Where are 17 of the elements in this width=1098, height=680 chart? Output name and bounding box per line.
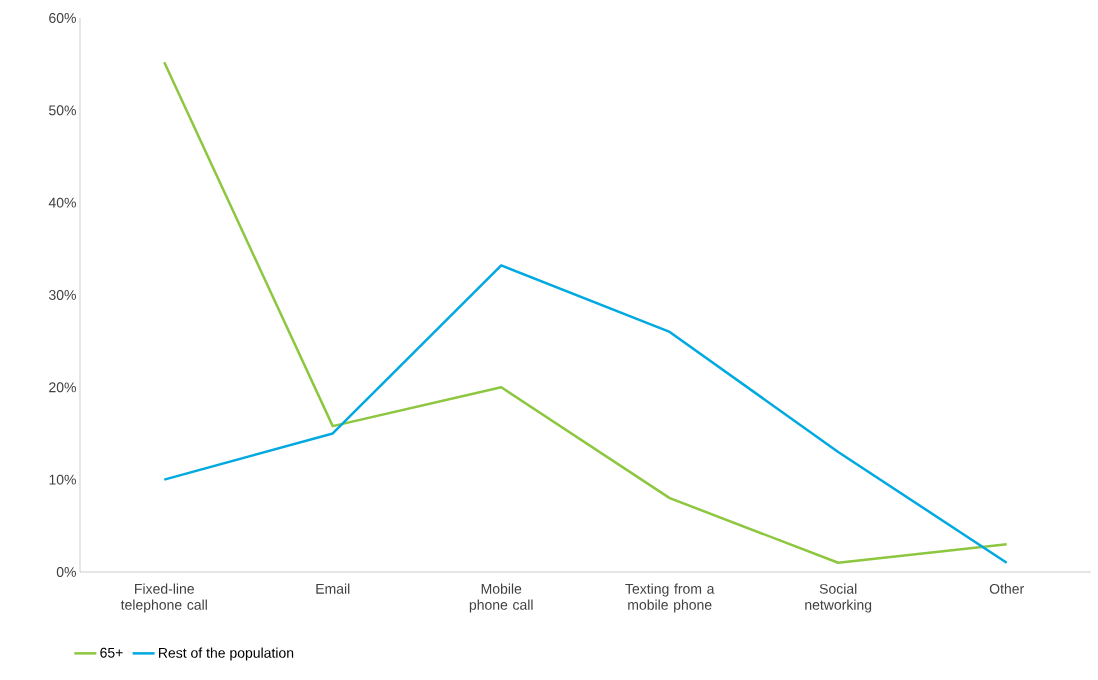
x-tick-label: Texting from a mobile phone: [625, 583, 715, 613]
x-tick-label: Mobile phone call: [469, 583, 533, 613]
y-tick-label: 40%: [48, 197, 76, 208]
y-tick-label: 50%: [49, 105, 76, 116]
line-series: [163, 61, 1008, 564]
y-tick-label: 10%: [49, 474, 76, 485]
y-tick-label: 60%: [49, 13, 76, 23]
x-tick-label: Social networking: [805, 583, 872, 613]
x-tick-label: Other: [989, 583, 1024, 594]
x-tick-label: Fixed-line telephone call: [120, 583, 207, 613]
legend-label: 65+: [100, 647, 123, 658]
line-series: [163, 264, 1008, 564]
y-tick-label: 20%: [49, 382, 76, 393]
legend-label: Rest of the population: [159, 647, 294, 661]
y-tick-label: 0%: [56, 567, 76, 577]
y-tick-label: 30%: [48, 290, 76, 300]
x-tick-label: Email: [316, 583, 350, 594]
